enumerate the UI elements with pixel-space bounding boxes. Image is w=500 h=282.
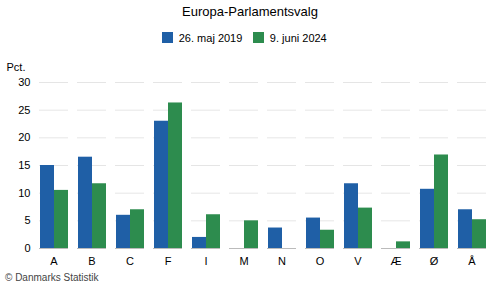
html-text:© Danmarks Statistik: © Danmarks Statistik xyxy=(5,271,99,282)
svg-text:C: C xyxy=(126,255,134,267)
svg-text:Å: Å xyxy=(468,255,476,267)
svg-text:O: O xyxy=(316,255,325,267)
svg-text:V: V xyxy=(354,255,362,267)
svg-text:20: 20 xyxy=(18,131,30,143)
svg-text:B: B xyxy=(88,255,95,267)
html-text:9. juni 2024: 9. juni 2024 xyxy=(269,31,327,44)
svg-text:M: M xyxy=(239,255,248,267)
svg-text:Pct.: Pct. xyxy=(7,61,26,73)
svg-text:25: 25 xyxy=(18,103,30,115)
svg-text:10: 10 xyxy=(18,186,30,198)
svg-text:F: F xyxy=(165,255,172,267)
svg-text:I: I xyxy=(204,255,207,267)
svg-text:N: N xyxy=(278,255,286,267)
svg-text:Æ: Æ xyxy=(391,255,402,267)
svg-text:5: 5 xyxy=(24,214,30,226)
html-text:Europa-Parlamentsvalg: Europa-Parlamentsvalg xyxy=(182,4,318,19)
svg-text:0: 0 xyxy=(24,242,30,254)
svg-text:A: A xyxy=(50,255,58,267)
svg-text:Ø: Ø xyxy=(430,255,439,267)
svg-text:15: 15 xyxy=(18,159,30,171)
svg-text:30: 30 xyxy=(18,76,30,88)
html-text:26. maj 2019: 26. maj 2019 xyxy=(178,31,243,44)
